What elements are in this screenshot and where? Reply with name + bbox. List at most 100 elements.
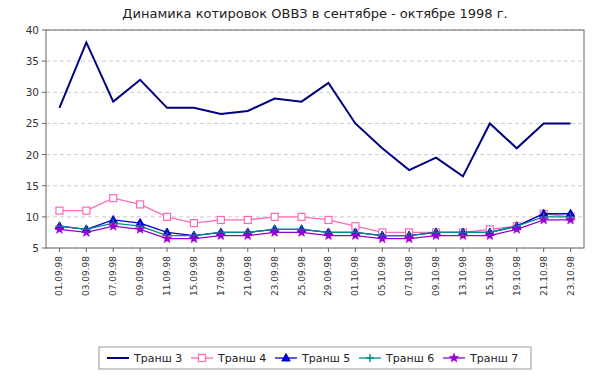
x-tick [516, 248, 517, 252]
x-tick [167, 248, 168, 252]
y-tick-label: 35 [26, 55, 39, 67]
series-marker [512, 224, 522, 233]
x-tick [543, 248, 544, 252]
x-tick [328, 248, 329, 252]
x-tick-label: 21.10.98 [539, 256, 549, 296]
series-line [59, 214, 570, 236]
x-tick-label: 21.09.98 [243, 256, 253, 296]
legend-marker [449, 353, 459, 362]
legend-label: Транш 4 [217, 352, 266, 365]
y-tick [42, 154, 46, 155]
series-marker [243, 231, 253, 240]
y-tick-label: 15 [26, 180, 39, 192]
x-tick-label: 29.09.98 [323, 256, 333, 296]
x-tick [59, 248, 60, 252]
series-marker [110, 195, 117, 202]
legend-marker [282, 354, 290, 362]
grid-line [46, 123, 584, 124]
x-tick-label: 11.09.98 [162, 256, 172, 296]
series-marker [164, 213, 171, 220]
series-marker [108, 221, 118, 230]
series-marker [404, 234, 414, 243]
x-tick-label: 05.10.98 [377, 256, 387, 296]
series-marker [135, 224, 145, 233]
x-tick-label: 23.09.98 [270, 256, 280, 296]
x-tick [382, 248, 383, 252]
grid-line [46, 154, 584, 155]
plot-frame [46, 30, 584, 248]
x-tick-label: 07.09.98 [108, 256, 118, 296]
series-marker [566, 215, 576, 224]
y-tick-label: 10 [26, 211, 39, 223]
x-tick-label: 01.09.98 [54, 256, 64, 296]
series-marker [217, 216, 224, 223]
x-tick-label: 09.09.98 [135, 256, 145, 296]
y-tick [42, 185, 46, 186]
y-tick-label: 30 [26, 86, 39, 98]
y-tick [42, 248, 46, 249]
legend-label: Транш 6 [385, 352, 434, 365]
x-tick [86, 248, 87, 252]
x-tick [570, 248, 571, 252]
x-tick-label: 13.10.98 [458, 256, 468, 296]
series-marker [55, 224, 65, 233]
series-line [59, 42, 570, 176]
series-marker [324, 231, 334, 240]
y-tick [42, 123, 46, 124]
title: Динамика котировок ОВВЗ в сентябре - окт… [122, 6, 507, 21]
series-marker [190, 220, 197, 227]
x-tick-label: 25.09.98 [297, 256, 307, 296]
y-tick [42, 30, 46, 31]
series-marker [270, 227, 280, 236]
y-tick [42, 216, 46, 217]
grid-line [46, 61, 584, 62]
series-marker [297, 227, 307, 236]
series-marker [298, 213, 305, 220]
y-tick-label: 20 [26, 149, 39, 161]
series-line [59, 220, 570, 239]
x-tick-label: 01.10.98 [350, 256, 360, 296]
x-tick [436, 248, 437, 252]
legend-marker [199, 355, 206, 362]
legend-marker [366, 354, 374, 362]
series-marker [485, 231, 495, 240]
x-tick-label: 15.09.98 [189, 256, 199, 296]
series-marker [137, 201, 144, 208]
x-tick [462, 248, 463, 252]
x-tick [274, 248, 275, 252]
y-tick-label: 25 [26, 117, 39, 129]
series-marker [82, 227, 92, 236]
x-tick [409, 248, 410, 252]
legend-swatch [107, 357, 129, 359]
series-marker [458, 231, 468, 240]
series-marker [377, 234, 387, 243]
x-tick [355, 248, 356, 252]
series-line [59, 217, 570, 236]
x-tick [489, 248, 490, 252]
x-tick-label: 15.10.98 [485, 256, 495, 296]
x-tick-label: 17.09.98 [216, 256, 226, 296]
x-tick [140, 248, 141, 252]
series-marker [539, 215, 549, 224]
x-tick [247, 248, 248, 252]
series-marker [162, 234, 172, 243]
y-tick [42, 92, 46, 93]
legend-label: Транш 7 [469, 352, 518, 365]
series-marker [325, 216, 332, 223]
x-tick-label: 19.10.98 [512, 256, 522, 296]
series-marker [83, 207, 90, 214]
x-tick-label: 09.10.98 [431, 256, 441, 296]
y-tick [42, 61, 46, 62]
series-marker [216, 231, 226, 240]
chart: Динамика котировок ОВВЗ в сентябре - окт… [0, 0, 600, 383]
series-line [59, 198, 570, 232]
legend-label: Транш 3 [133, 352, 182, 365]
series-marker [351, 231, 361, 240]
grid-line [46, 185, 584, 186]
series-marker [56, 207, 63, 214]
grid [46, 30, 584, 248]
series-marker [271, 213, 278, 220]
legend: Транш 3Транш 4Транш 5Транш 6Транш 7 [99, 347, 531, 369]
y-tick-label: 5 [32, 242, 39, 254]
x-tick [301, 248, 302, 252]
